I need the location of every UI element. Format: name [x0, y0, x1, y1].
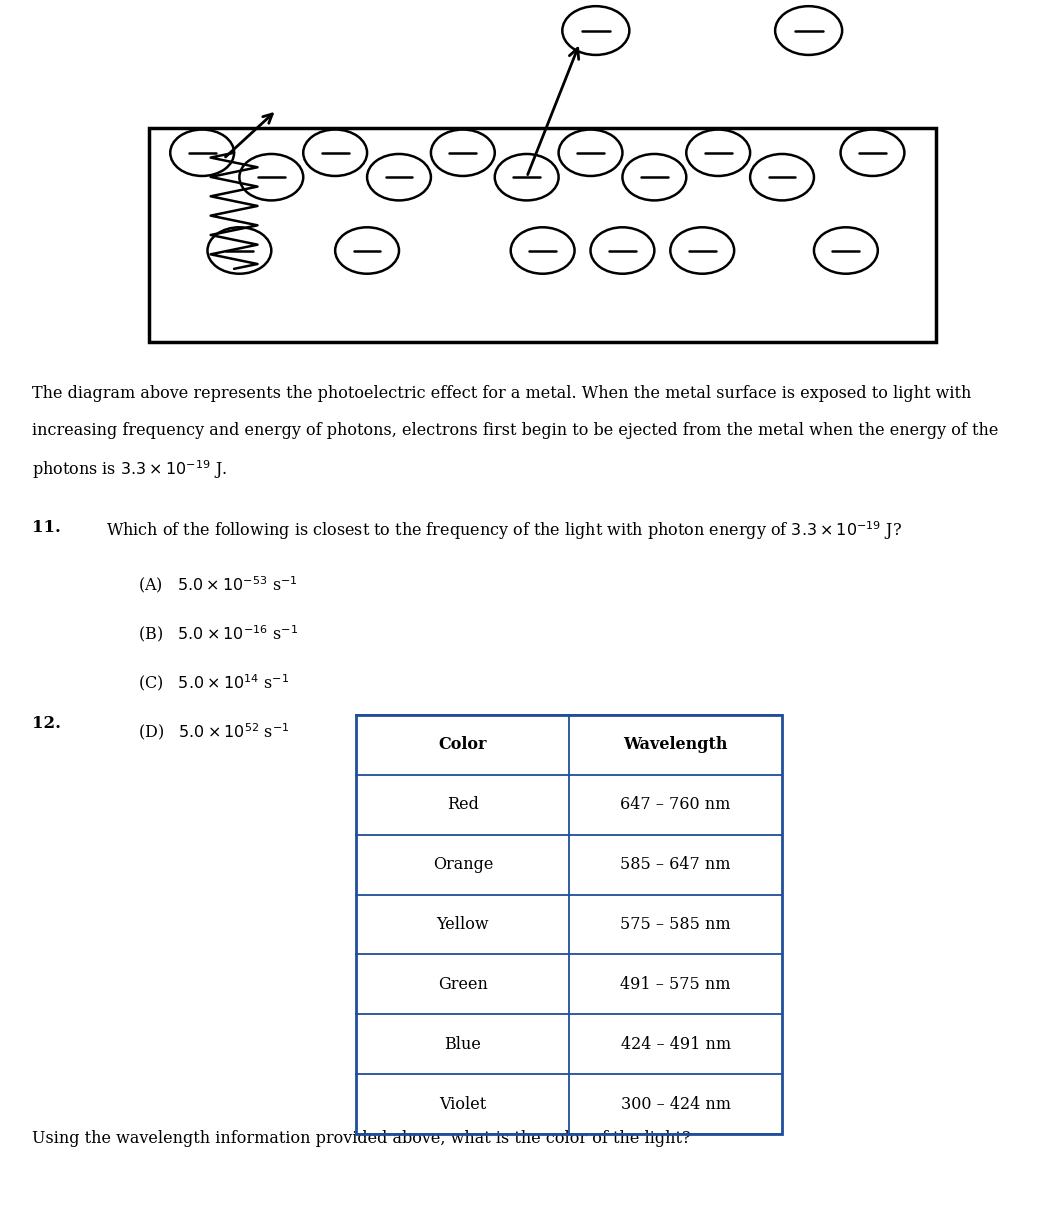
- Text: Green: Green: [438, 976, 487, 992]
- Text: 12.: 12.: [32, 715, 61, 732]
- Text: (D)   $5.0 \times 10^{52}$ s$^{-1}$: (D) $5.0 \times 10^{52}$ s$^{-1}$: [138, 721, 290, 742]
- Text: Violet: Violet: [439, 1096, 486, 1112]
- Text: Yellow: Yellow: [436, 916, 489, 932]
- Text: Using the wavelength information provided above, what is the color of the light?: Using the wavelength information provide…: [32, 1130, 691, 1147]
- Text: 491 – 575 nm: 491 – 575 nm: [620, 976, 731, 992]
- Bar: [149, 128, 936, 342]
- Text: 575 – 585 nm: 575 – 585 nm: [620, 916, 731, 932]
- Text: Blue: Blue: [445, 1036, 481, 1052]
- Bar: [356, 715, 782, 1134]
- Text: 11.: 11.: [32, 519, 61, 536]
- Text: The diagram above represents the photoelectric effect for a metal. When the meta: The diagram above represents the photoel…: [32, 385, 971, 402]
- Text: 647 – 760 nm: 647 – 760 nm: [620, 797, 731, 813]
- Text: Which of the following is closest to the frequency of the light with photon ener: Which of the following is closest to the…: [106, 519, 902, 543]
- Text: 300 – 424 nm: 300 – 424 nm: [620, 1096, 731, 1112]
- Text: Orange: Orange: [433, 857, 493, 873]
- Text: Wavelength: Wavelength: [624, 737, 728, 753]
- Text: Red: Red: [447, 797, 479, 813]
- Text: (A)   $5.0 \times 10^{-53}$ s$^{-1}$: (A) $5.0 \times 10^{-53}$ s$^{-1}$: [138, 574, 298, 595]
- Text: (B)   $5.0 \times 10^{-16}$ s$^{-1}$: (B) $5.0 \times 10^{-16}$ s$^{-1}$: [138, 623, 298, 644]
- Text: 585 – 647 nm: 585 – 647 nm: [620, 857, 731, 873]
- Text: 424 – 491 nm: 424 – 491 nm: [620, 1036, 731, 1052]
- Text: (C)   $5.0 \times 10^{14}$ s$^{-1}$: (C) $5.0 \times 10^{14}$ s$^{-1}$: [138, 672, 289, 693]
- Text: photons is $3.3 \times 10^{-19}$ J.: photons is $3.3 \times 10^{-19}$ J.: [32, 458, 227, 481]
- Text: increasing frequency and energy of photons, electrons first begin to be ejected : increasing frequency and energy of photo…: [32, 422, 998, 439]
- Text: Color: Color: [438, 737, 487, 753]
